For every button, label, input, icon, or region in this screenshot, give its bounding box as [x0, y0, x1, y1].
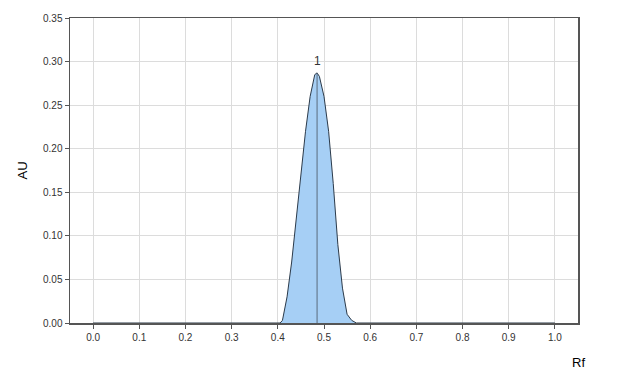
svg-text:0.0: 0.0	[86, 332, 100, 343]
svg-text:0.10: 0.10	[43, 230, 63, 241]
svg-text:0.5: 0.5	[317, 332, 331, 343]
svg-text:0.8: 0.8	[456, 332, 470, 343]
svg-text:0.00: 0.00	[43, 318, 63, 329]
svg-text:0.1: 0.1	[132, 332, 146, 343]
svg-text:0.9: 0.9	[502, 332, 516, 343]
svg-text:0.4: 0.4	[271, 332, 285, 343]
svg-text:0.35: 0.35	[43, 13, 63, 24]
svg-text:0.6: 0.6	[363, 332, 377, 343]
svg-text:AU: AU	[15, 161, 30, 179]
svg-text:1: 1	[314, 54, 321, 68]
svg-text:0.05: 0.05	[43, 274, 63, 285]
svg-text:0.7: 0.7	[409, 332, 423, 343]
svg-text:0.3: 0.3	[225, 332, 239, 343]
svg-text:0.25: 0.25	[43, 100, 63, 111]
svg-text:1.0: 1.0	[548, 332, 562, 343]
svg-text:0.15: 0.15	[43, 187, 63, 198]
svg-text:Rf: Rf	[572, 355, 585, 370]
svg-text:0.20: 0.20	[43, 143, 63, 154]
svg-text:0.2: 0.2	[178, 332, 192, 343]
svg-text:0.30: 0.30	[43, 56, 63, 67]
